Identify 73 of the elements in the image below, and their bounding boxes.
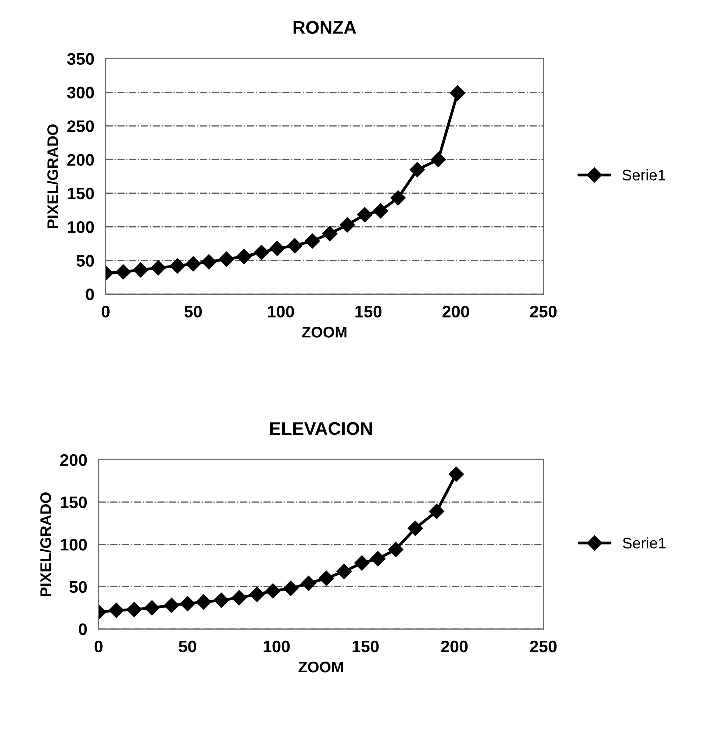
point bbox=[236, 249, 252, 264]
chart-title: ELEVACION bbox=[270, 422, 372, 436]
point bbox=[232, 590, 247, 606]
point bbox=[287, 238, 303, 254]
point bbox=[250, 587, 265, 602]
x-tick-label: 250 bbox=[530, 306, 557, 318]
point bbox=[410, 162, 426, 178]
legend-label: Serie1 bbox=[623, 538, 666, 549]
point bbox=[390, 190, 406, 206]
x-tick-label: 250 bbox=[530, 640, 557, 653]
x-tick-label: 200 bbox=[441, 640, 468, 653]
x-tick-label: 150 bbox=[352, 640, 379, 653]
x-tick-label: 0 bbox=[102, 306, 110, 318]
y-tick-label: 300 bbox=[67, 86, 94, 99]
x-tick-label: 50 bbox=[184, 306, 202, 318]
point bbox=[196, 594, 212, 610]
y-tick-label: 50 bbox=[76, 255, 94, 267]
y-tick-label: 200 bbox=[68, 154, 94, 166]
y-tick-label: 0 bbox=[86, 288, 94, 301]
x-tick-label: 0 bbox=[94, 640, 103, 653]
point bbox=[109, 603, 124, 618]
point bbox=[388, 542, 404, 558]
point bbox=[322, 226, 338, 242]
point bbox=[283, 581, 299, 596]
x-axis-title: ZOOM bbox=[302, 327, 347, 338]
point bbox=[254, 245, 270, 260]
y-tick-label: 350 bbox=[67, 53, 94, 66]
x-tick-label: 150 bbox=[356, 306, 382, 318]
point bbox=[126, 602, 142, 618]
x-tick-label: 100 bbox=[264, 640, 290, 653]
point bbox=[144, 600, 160, 616]
point bbox=[429, 504, 444, 520]
point bbox=[214, 592, 230, 608]
point bbox=[170, 258, 186, 274]
point bbox=[450, 86, 466, 101]
point bbox=[357, 207, 373, 223]
y-tick-label: 250 bbox=[68, 120, 94, 132]
x-tick-label: 200 bbox=[442, 306, 470, 318]
point bbox=[340, 218, 356, 233]
y-tick-label: 150 bbox=[68, 188, 94, 200]
point bbox=[354, 556, 370, 571]
point bbox=[270, 241, 286, 256]
point bbox=[150, 260, 166, 276]
x-tick-label: 100 bbox=[268, 306, 294, 318]
point bbox=[430, 152, 446, 168]
point bbox=[373, 203, 388, 219]
point bbox=[318, 570, 334, 586]
x-tick-label: 50 bbox=[179, 640, 196, 653]
y-tick-label: 100 bbox=[60, 539, 88, 551]
y-tick-label: 50 bbox=[70, 581, 88, 594]
y-axis-title: PIXEL/GRADO bbox=[40, 492, 52, 596]
legend-label: Serie1 bbox=[622, 170, 666, 181]
point bbox=[133, 262, 148, 278]
point bbox=[180, 596, 196, 612]
point bbox=[202, 254, 217, 270]
y-axis-title: PIXEL/GRADO bbox=[47, 124, 59, 228]
y-tick-label: 0 bbox=[79, 624, 88, 636]
x-axis-title: ZOOM bbox=[298, 662, 344, 673]
point bbox=[301, 576, 316, 592]
point bbox=[219, 252, 234, 267]
point bbox=[116, 264, 131, 280]
y-tick-label: 150 bbox=[60, 496, 88, 509]
point bbox=[304, 234, 320, 249]
y-tick-label: 100 bbox=[68, 222, 94, 234]
point bbox=[336, 564, 352, 580]
chart-title: RONZA bbox=[294, 21, 356, 34]
point bbox=[370, 551, 386, 567]
point bbox=[164, 598, 180, 614]
point bbox=[408, 520, 424, 536]
point bbox=[186, 256, 202, 272]
point bbox=[448, 466, 464, 482]
y-tick-label: 200 bbox=[60, 454, 88, 466]
point bbox=[266, 584, 281, 599]
